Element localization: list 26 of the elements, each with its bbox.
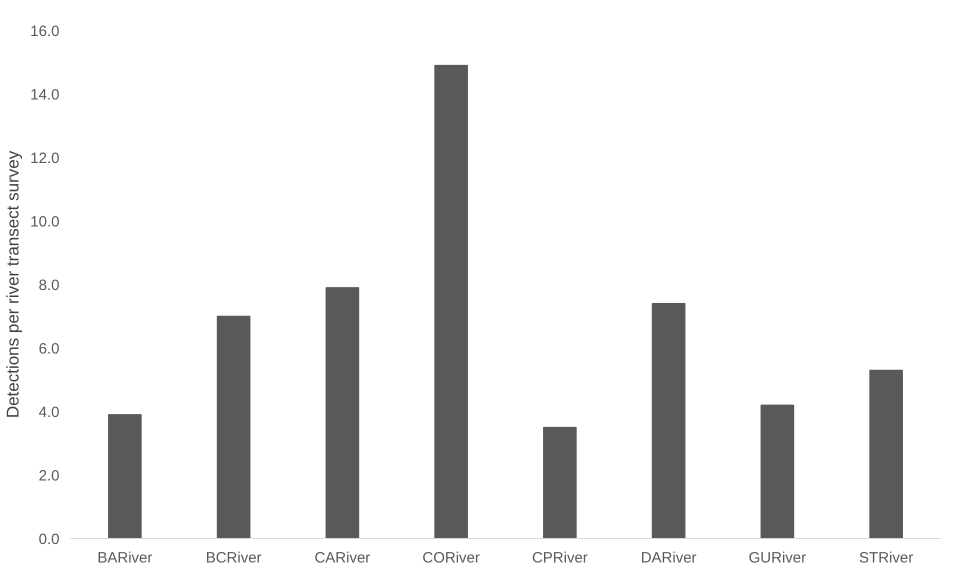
x-tick-label: CARiver <box>314 550 370 566</box>
x-tick-label: CPRiver <box>532 550 588 566</box>
y-tick-label: 0.0 <box>38 531 60 548</box>
y-axis-title: Detections per river transect survey <box>3 150 22 418</box>
x-tick-label: STRiver <box>859 550 914 566</box>
x-tick-label: CORiver <box>422 550 480 566</box>
bar <box>108 414 142 538</box>
y-tick-label: 6.0 <box>38 340 60 358</box>
bar <box>434 64 468 538</box>
bar <box>869 370 903 538</box>
bar <box>760 404 794 538</box>
y-tick-label: 10.0 <box>30 214 60 230</box>
bar <box>216 316 250 538</box>
y-tick-label: 16.0 <box>30 23 60 40</box>
y-tick-label: 14.0 <box>30 86 60 104</box>
x-tick-label: BCRiver <box>206 550 262 566</box>
x-tick-label: DARiver <box>640 550 697 566</box>
y-tick-label: 2.0 <box>38 468 60 484</box>
y-tick-label: 4.0 <box>38 404 60 421</box>
bar <box>326 287 360 538</box>
x-tick-label: GURiver <box>748 550 806 566</box>
y-tick-label: 12.0 <box>30 150 60 167</box>
bar <box>652 303 686 538</box>
x-tick-label: BARiver <box>97 550 152 566</box>
bar <box>543 426 577 538</box>
y-tick-label: 8.0 <box>38 277 60 294</box>
